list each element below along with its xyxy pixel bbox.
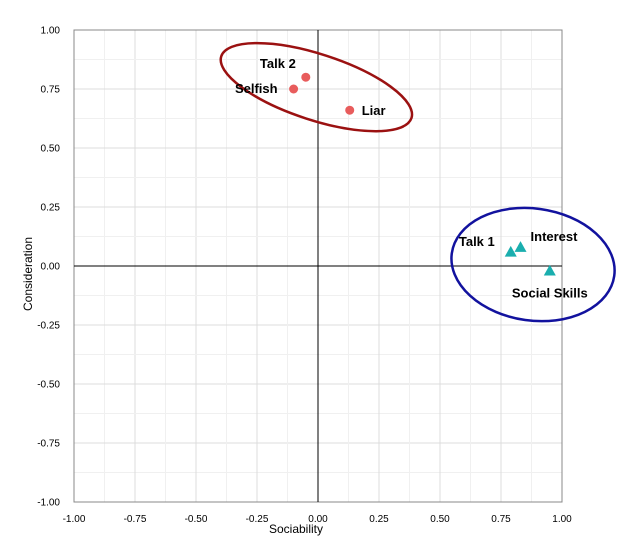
x-tick-label: 0.25 bbox=[369, 514, 389, 525]
x-tick-label: -0.25 bbox=[246, 514, 269, 525]
y-tick-label: -1.00 bbox=[37, 498, 60, 509]
y-tick-label: 0.25 bbox=[41, 203, 61, 214]
circle-marker bbox=[345, 105, 355, 115]
point-label: Talk 2 bbox=[260, 56, 296, 71]
x-tick-label: 0.00 bbox=[308, 514, 328, 525]
x-tick-label: -0.75 bbox=[124, 514, 147, 525]
x-tick-label: 1.00 bbox=[552, 514, 572, 525]
zero-axes bbox=[74, 30, 562, 502]
y-tick-label: -0.50 bbox=[37, 380, 60, 391]
group-ellipses bbox=[219, 41, 616, 323]
y-tick-labels: 1.00 0.75 0.50 0.25 0.00 -0.25 -0.50 -0.75 -1.00 bbox=[37, 26, 60, 509]
y-tick-label: -0.75 bbox=[37, 439, 60, 450]
y-axis-title: Consideration bbox=[21, 237, 35, 311]
x-tick-label: 0.75 bbox=[491, 514, 511, 525]
y-tick-label: 0.50 bbox=[41, 144, 61, 155]
group-ellipse bbox=[219, 41, 414, 133]
point-label: Social Skills bbox=[512, 286, 588, 301]
x-tick-labels: -1.00 -0.75 -0.50 -0.25 0.00 0.25 0.50 0.75 1.00 bbox=[63, 514, 573, 525]
point-label: Talk 1 bbox=[459, 234, 495, 249]
y-tick-label: 1.00 bbox=[41, 26, 61, 37]
triangle-marker bbox=[543, 264, 556, 276]
x-tick-label: 0.50 bbox=[430, 514, 450, 525]
x-tick-label: -0.50 bbox=[185, 514, 208, 525]
y-tick-label: 0.75 bbox=[41, 85, 61, 96]
circle-marker bbox=[301, 72, 311, 82]
x-axis-title: Sociability bbox=[269, 522, 323, 536]
point-label: Selfish bbox=[235, 81, 278, 96]
y-tick-label: 0.00 bbox=[41, 262, 61, 273]
y-tick-label: -0.25 bbox=[37, 321, 60, 332]
data-points bbox=[289, 72, 556, 276]
circle-marker bbox=[289, 84, 299, 94]
triangle-marker bbox=[504, 245, 517, 257]
point-label: Liar bbox=[362, 103, 386, 118]
point-labels: Talk 2 Selfish Liar Talk 1 Interest Social Sk… bbox=[235, 56, 588, 301]
triangle-marker bbox=[514, 241, 527, 252]
group-ellipse bbox=[450, 206, 616, 323]
point-label: Interest bbox=[531, 229, 579, 244]
x-tick-label: -1.00 bbox=[63, 514, 86, 525]
